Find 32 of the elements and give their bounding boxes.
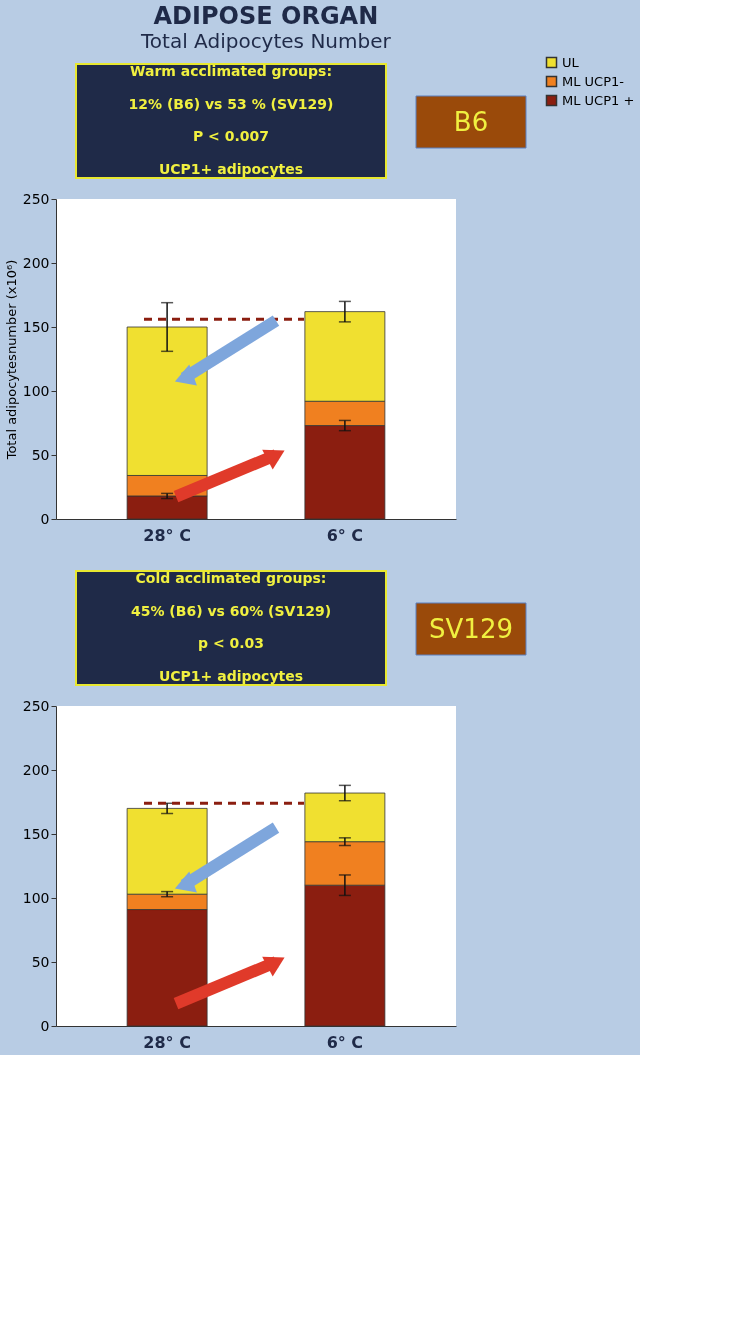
y-tick-label: 0 [40, 1017, 50, 1034]
chart-title: ADIPOSE ORGAN [153, 2, 379, 30]
legend-label: ML UCP1- [562, 73, 625, 89]
x-tick-label: 28° C [143, 525, 191, 545]
y-tick-label: 100 [22, 382, 50, 399]
y-tick-label: 200 [22, 254, 50, 271]
text: p < 0.03 [197, 635, 265, 652]
chart-subtitle: Total Adipocytes Number [140, 29, 392, 53]
y-tick-label: 250 [22, 190, 50, 207]
y-tick-label: 50 [31, 953, 50, 970]
y-tick-label: 0 [40, 510, 50, 527]
text: SV129 [429, 614, 513, 644]
y-tick-label: 100 [22, 889, 50, 906]
x-tick-label: 6° C [326, 1032, 364, 1052]
x-tick-label: 6° C [326, 525, 364, 545]
text: B6 [453, 107, 489, 137]
text: Cold acclimated groups: [135, 570, 327, 587]
text: 12% (B6) vs 53 % (SV129) [128, 95, 334, 112]
text: 45% (B6) vs 60% (SV129) [130, 602, 332, 619]
y-tick-label: 200 [22, 761, 50, 778]
legend-label: UL [562, 54, 580, 70]
text: UCP1+ adipocytes [158, 667, 304, 684]
y-tick-label: 250 [22, 697, 50, 714]
text: P < 0.007 [192, 128, 270, 145]
y-tick-label: 150 [22, 318, 50, 335]
x-tick-label: 28° C [143, 1032, 191, 1052]
y-axis-title: Total adipocytesnumber (x10⁶) [3, 259, 19, 461]
text: Warm acclimated groups: [130, 63, 332, 80]
y-tick-label: 50 [31, 446, 50, 463]
text: UCP1+ adipocytes [158, 160, 304, 177]
legend-label: ML UCP1 + [562, 92, 635, 108]
y-tick-label: 150 [22, 825, 50, 842]
